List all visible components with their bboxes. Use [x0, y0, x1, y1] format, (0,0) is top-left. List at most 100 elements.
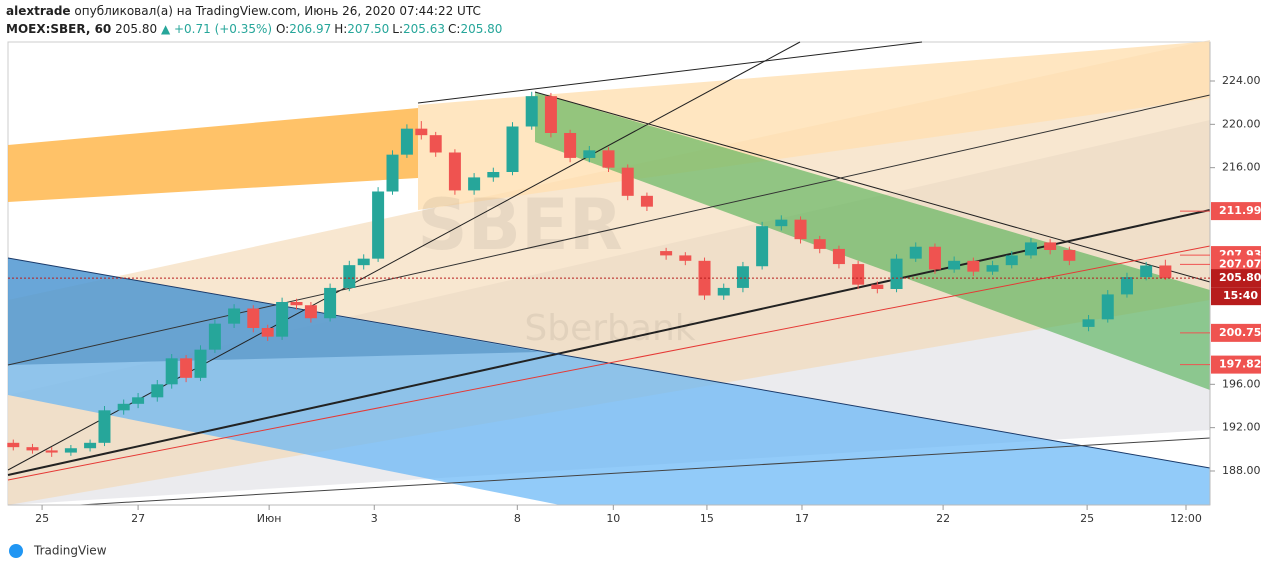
candle [871, 281, 884, 294]
candle-body [852, 264, 865, 285]
candle [247, 305, 260, 333]
candle-body [1005, 255, 1018, 266]
price-label-bg [1211, 355, 1261, 374]
candle [986, 260, 999, 275]
candle [756, 221, 769, 270]
candle [967, 257, 980, 276]
candle [487, 167, 500, 182]
candle [132, 392, 145, 409]
candle-body [194, 349, 207, 378]
candle-body [1044, 242, 1057, 250]
y-tick-label: 220.00 [1222, 117, 1261, 130]
watermark: SBER [417, 184, 623, 266]
candle [1159, 259, 1172, 280]
x-tick-label: 10 [606, 512, 620, 525]
drawings: SBER Sberbank [7, 40, 1211, 506]
candle-body [415, 128, 428, 136]
candle-body [1024, 242, 1037, 256]
candle-body [986, 265, 999, 272]
brand: TradingView [33, 544, 107, 558]
candle-body [98, 410, 111, 443]
candle [208, 319, 221, 353]
candle-body [640, 195, 653, 207]
user: alextrade [6, 4, 71, 18]
candle-body [247, 308, 260, 328]
candle [928, 243, 941, 274]
candle-body [151, 384, 164, 398]
candle [357, 254, 370, 270]
last: 205.80 [115, 22, 158, 36]
price-label: 207.07 [1219, 257, 1261, 270]
candle [468, 173, 481, 195]
ohlc-value: 206.97 [289, 22, 332, 36]
candle-body [871, 284, 884, 289]
candle-body [660, 251, 673, 256]
candle-body [400, 128, 413, 155]
price-label: 205.80 [1219, 271, 1262, 284]
candle [117, 399, 130, 415]
candle [415, 121, 428, 140]
candle [698, 257, 711, 300]
price-label-bg [1211, 323, 1261, 342]
candle [84, 439, 97, 452]
price-label: 211.99 [1219, 204, 1261, 217]
candle-body [324, 287, 337, 319]
y-tick-label: 224.00 [1222, 74, 1261, 87]
candle-body [890, 258, 903, 289]
candle-body [7, 442, 20, 448]
price-label: 197.82 [1219, 358, 1261, 371]
x-tick-label: 27 [131, 512, 145, 525]
candle [324, 283, 337, 322]
candle [400, 124, 413, 158]
candle-body [165, 358, 178, 385]
ohlc: O:206.97 H:207.50 L:205.63 C:205.80 [276, 22, 506, 36]
y-tick-label: 196.00 [1222, 377, 1261, 390]
candle-body [45, 450, 58, 453]
candle-body [180, 358, 193, 378]
candle-body [583, 150, 596, 158]
candle [640, 192, 653, 211]
candle-body [228, 308, 241, 324]
candle [506, 122, 519, 176]
candle [1140, 261, 1153, 281]
ohlc-label: L: [392, 22, 404, 36]
x-tick-label: 15 [700, 512, 714, 525]
candle-body [1120, 277, 1133, 295]
candle-body [679, 255, 692, 261]
y-tick-label: 192.00 [1222, 421, 1261, 434]
x-tick-label: 12:00 [1170, 512, 1202, 525]
candle [429, 131, 442, 157]
symbol: MOEX:SBER, 60 [6, 22, 112, 36]
candle-body [813, 239, 826, 249]
candle-body [64, 448, 77, 453]
candle-body [343, 265, 356, 288]
candle [1082, 314, 1095, 332]
candle [679, 252, 692, 266]
footer: TradingView [9, 544, 107, 558]
candle [180, 355, 193, 383]
candle [7, 439, 20, 451]
candle [717, 283, 730, 300]
candle [372, 187, 385, 262]
x-tick-label: 22 [936, 512, 950, 525]
candle-body [756, 226, 769, 267]
candle-body [928, 246, 941, 270]
candle-body [468, 177, 481, 191]
candle [290, 298, 303, 310]
candle-body [372, 191, 385, 259]
x-tick-label: 8 [514, 512, 521, 525]
candle [151, 379, 164, 402]
candle [194, 345, 207, 382]
price-label: 200.75 [1219, 326, 1261, 339]
published: опубликовал(а) на TradingView.com, Июнь … [74, 4, 481, 18]
candle-body [717, 287, 730, 296]
candle-body [775, 219, 788, 227]
candle-body [84, 442, 97, 449]
candle [1063, 246, 1076, 266]
candle [948, 256, 961, 273]
candle [890, 254, 903, 293]
candle [602, 147, 615, 172]
candle-body [276, 301, 289, 337]
candle [660, 247, 673, 260]
